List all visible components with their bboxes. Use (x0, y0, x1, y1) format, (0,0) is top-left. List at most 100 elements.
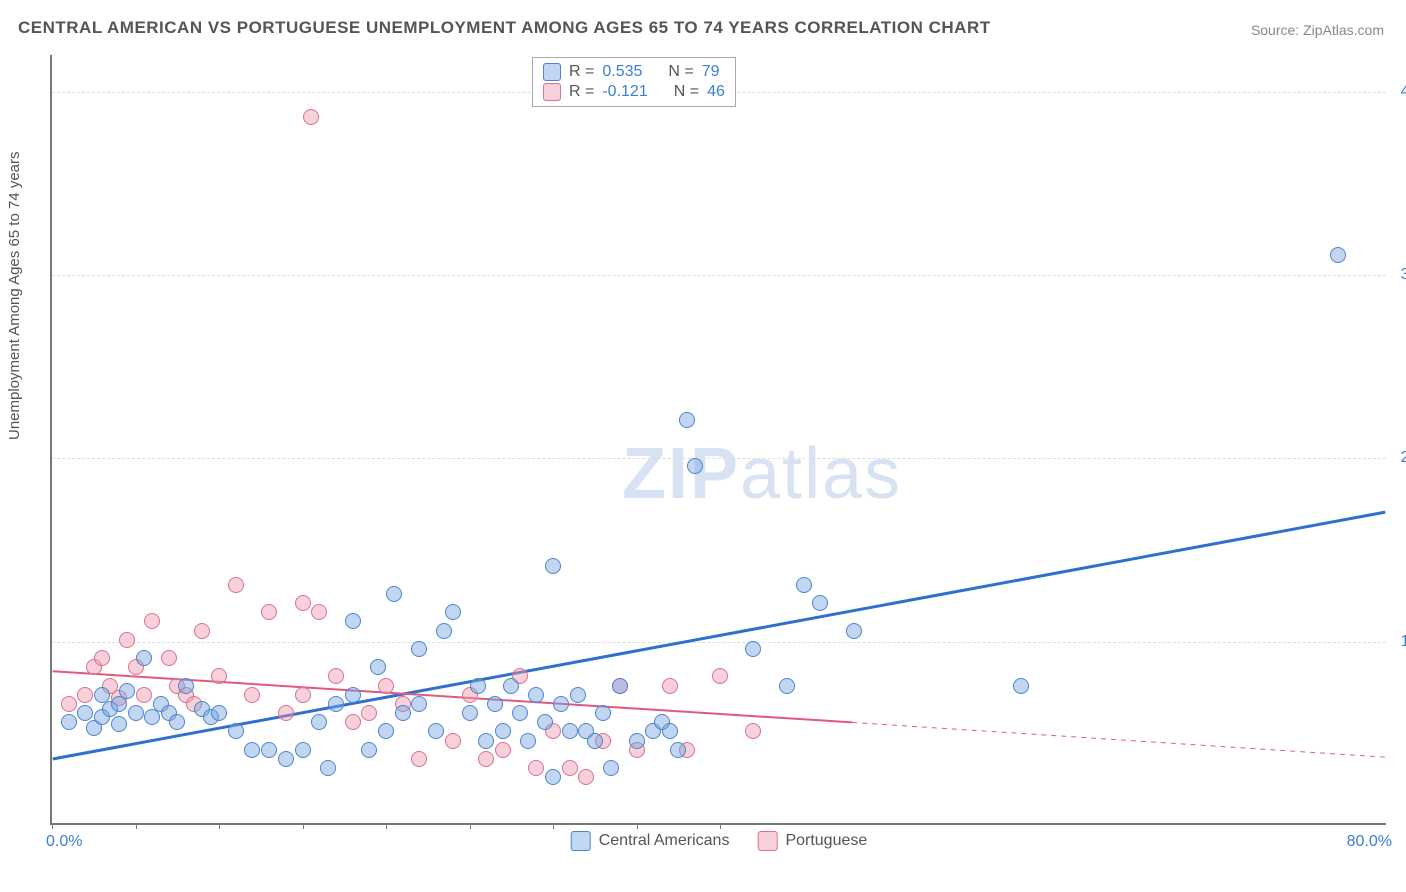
y-axis-label: Unemployment Among Ages 65 to 74 years (6, 151, 23, 440)
portuguese-point (445, 733, 461, 749)
source-attribution: Source: ZipAtlas.com (1251, 22, 1384, 38)
central-point (545, 558, 561, 574)
central-point (812, 595, 828, 611)
central-point (537, 714, 553, 730)
portuguese-point (77, 687, 93, 703)
central-point (370, 659, 386, 675)
trend-line-dashed (852, 722, 1385, 757)
portuguese-point (528, 760, 544, 776)
portuguese-point (478, 751, 494, 767)
portuguese-point (211, 668, 227, 684)
central-point (670, 742, 686, 758)
y-tick-label: 40.0% (1392, 83, 1406, 101)
central-point (128, 705, 144, 721)
central-point (595, 705, 611, 721)
portuguese-point (378, 678, 394, 694)
legend-label-portuguese: Portuguese (785, 832, 867, 850)
central-point (278, 751, 294, 767)
legend-label-central: Central Americans (599, 832, 730, 850)
portuguese-point (361, 705, 377, 721)
central-point (295, 742, 311, 758)
portuguese-point (119, 632, 135, 648)
central-point (1330, 247, 1346, 263)
central-point (228, 723, 244, 739)
central-point (587, 733, 603, 749)
central-point (679, 412, 695, 428)
y-tick-label: 20.0% (1392, 449, 1406, 467)
x-tick-mark (470, 823, 471, 829)
n-value-central: 79 (702, 63, 720, 81)
y-tick-label: 10.0% (1392, 633, 1406, 651)
portuguese-point (578, 769, 594, 785)
trend-line (53, 512, 1386, 759)
correlation-stats-box: R = 0.535 N = 79 R = -0.121 N = 46 (532, 57, 736, 107)
legend-item-portuguese: Portuguese (757, 831, 867, 851)
central-point (687, 458, 703, 474)
portuguese-point (295, 687, 311, 703)
portuguese-point (244, 687, 260, 703)
central-point (545, 769, 561, 785)
r-value-portuguese: -0.121 (602, 83, 647, 101)
n-value-portuguese: 46 (707, 83, 725, 101)
chart-title: CENTRAL AMERICAN VS PORTUGUESE UNEMPLOYM… (18, 18, 991, 38)
n-label-portuguese: N = (674, 83, 699, 101)
x-tick-mark (136, 823, 137, 829)
portuguese-point (311, 604, 327, 620)
r-value-central: 0.535 (602, 63, 642, 81)
central-point (436, 623, 452, 639)
portuguese-point (712, 668, 728, 684)
portuguese-point (94, 650, 110, 666)
central-point (244, 742, 260, 758)
y-tick-label: 30.0% (1392, 266, 1406, 284)
portuguese-point (61, 696, 77, 712)
x-axis-min-label: 0.0% (46, 833, 82, 851)
portuguese-point (495, 742, 511, 758)
stats-row-portuguese: R = -0.121 N = 46 (543, 82, 725, 102)
central-point (503, 678, 519, 694)
central-point (553, 696, 569, 712)
central-point (528, 687, 544, 703)
central-point (603, 760, 619, 776)
x-tick-mark (219, 823, 220, 829)
central-point (846, 623, 862, 639)
central-point (445, 604, 461, 620)
central-point (169, 714, 185, 730)
portuguese-point (278, 705, 294, 721)
central-point (345, 687, 361, 703)
central-point (495, 723, 511, 739)
legend-swatch-central-icon (571, 831, 591, 851)
portuguese-point (144, 613, 160, 629)
central-point (178, 678, 194, 694)
legend-swatch-portuguese-icon (757, 831, 777, 851)
central-point (745, 641, 761, 657)
central-point (629, 733, 645, 749)
portuguese-point (562, 760, 578, 776)
central-point (562, 723, 578, 739)
portuguese-point (261, 604, 277, 620)
r-label-portuguese: R = (569, 83, 594, 101)
series-legend: Central Americans Portuguese (571, 831, 868, 851)
portuguese-point (745, 723, 761, 739)
central-point (77, 705, 93, 721)
stats-row-central: R = 0.535 N = 79 (543, 62, 725, 82)
portuguese-point (136, 687, 152, 703)
portuguese-point (662, 678, 678, 694)
central-point (378, 723, 394, 739)
central-point (428, 723, 444, 739)
central-point (119, 683, 135, 699)
central-point (94, 687, 110, 703)
central-point (395, 705, 411, 721)
portuguese-point (411, 751, 427, 767)
x-tick-mark (52, 823, 53, 829)
portuguese-point (303, 109, 319, 125)
central-point (261, 742, 277, 758)
central-point (411, 641, 427, 657)
central-point (520, 733, 536, 749)
swatch-portuguese-icon (543, 83, 561, 101)
portuguese-point (228, 577, 244, 593)
x-tick-mark (637, 823, 638, 829)
central-point (211, 705, 227, 721)
central-point (487, 696, 503, 712)
central-point (470, 678, 486, 694)
portuguese-point (194, 623, 210, 639)
